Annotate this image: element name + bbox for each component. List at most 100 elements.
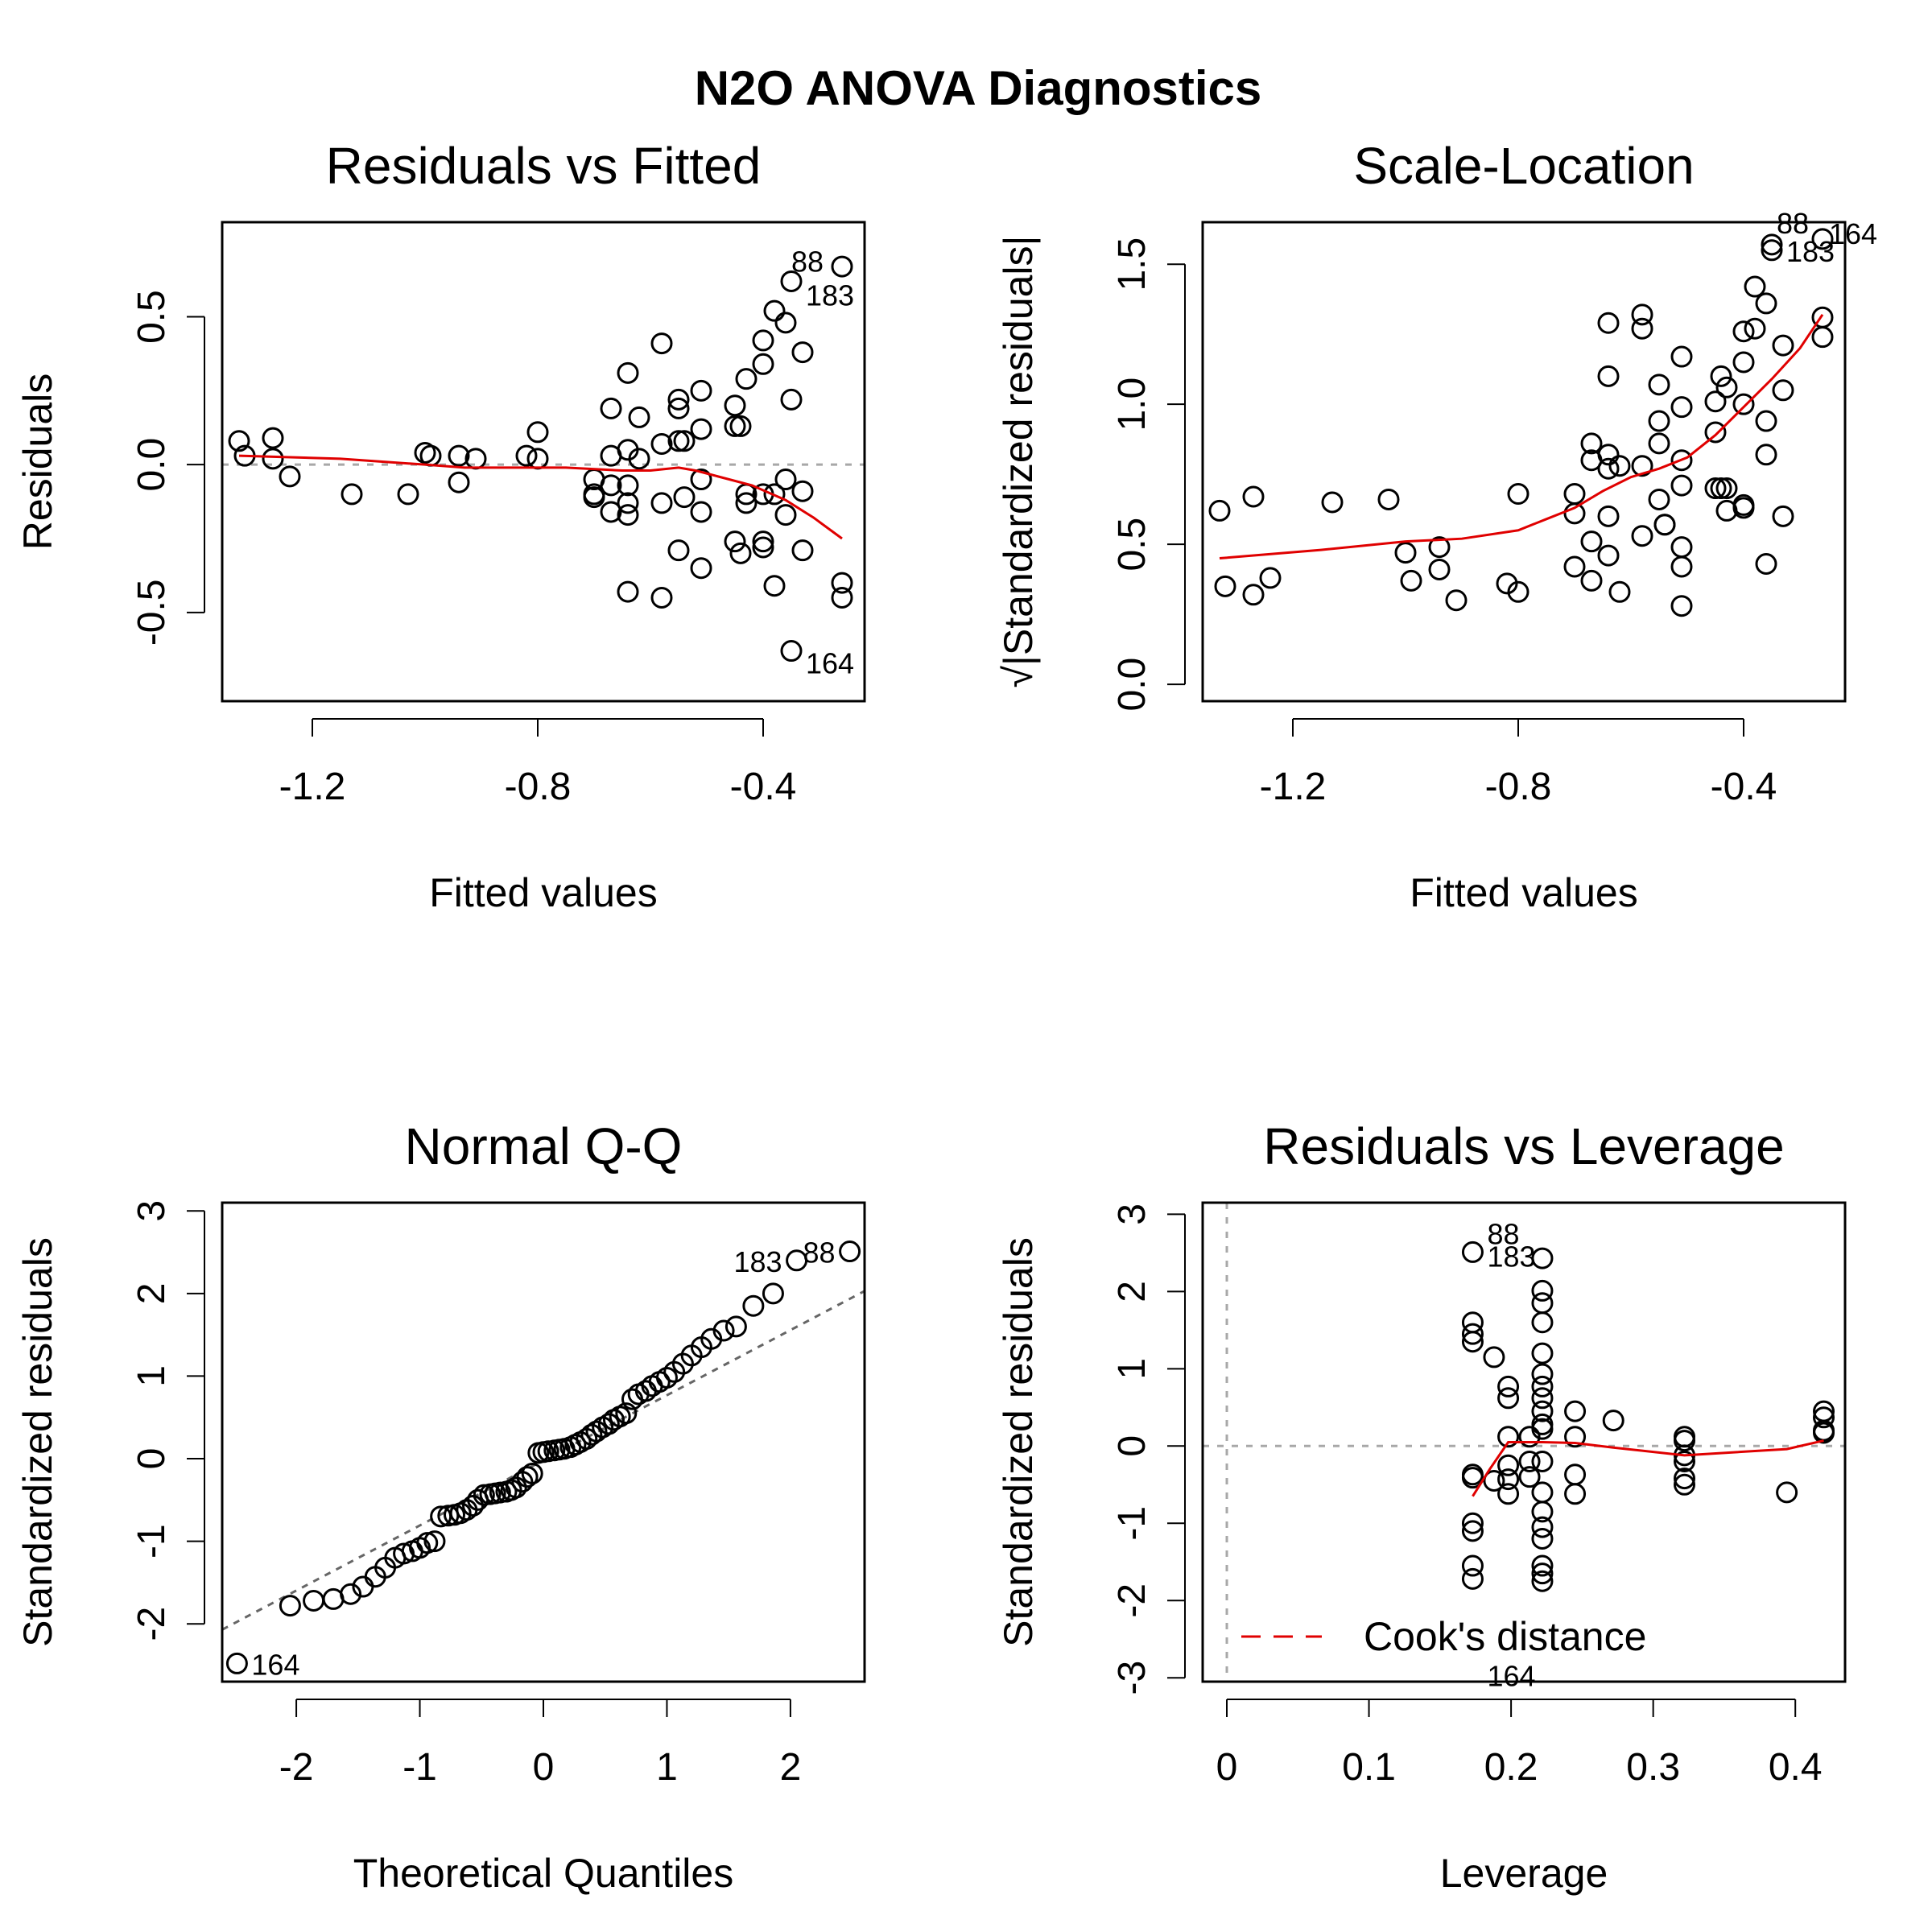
data-point (279, 465, 301, 488)
data-point (1648, 410, 1670, 432)
data-point (1755, 553, 1777, 576)
data-point (1394, 542, 1417, 564)
panel-3: Normal Q-Q Theoretical Quantiles Standardi… (15, 1117, 866, 1896)
data-point (1670, 345, 1693, 368)
data-point (831, 586, 853, 609)
data-point (515, 444, 538, 467)
panel-title: Residuals vs Fitted (326, 137, 762, 195)
data-point (752, 530, 774, 553)
data-point (1564, 1400, 1587, 1422)
data-point (600, 474, 622, 497)
data-point (580, 1423, 603, 1446)
y-tick-label: 3 (130, 1200, 173, 1222)
data-point (1531, 1279, 1554, 1302)
data-point (1507, 483, 1530, 506)
y-tick-label: 0.5 (130, 290, 173, 344)
data-point (650, 586, 673, 609)
y-tick-label: 0 (130, 1448, 173, 1470)
data-point (763, 483, 786, 506)
y-axis-label: Residuals (15, 374, 60, 551)
data-point (690, 469, 712, 491)
data-point (1531, 1563, 1554, 1585)
data-point (262, 427, 284, 449)
x-tick-label: 0 (1216, 1746, 1238, 1789)
data-point (1461, 1567, 1484, 1590)
point-label: 183 (1786, 235, 1835, 268)
data-point (1715, 376, 1738, 398)
y-tick-label: 3 (1111, 1203, 1154, 1225)
data-point (667, 388, 690, 411)
data-point (791, 341, 814, 364)
data-point (617, 492, 639, 514)
data-point (583, 486, 605, 509)
data-point (729, 415, 752, 437)
data-point (1208, 499, 1231, 522)
data-point (1608, 455, 1631, 477)
data-point (735, 368, 758, 390)
data-point (1811, 326, 1834, 349)
data-point (303, 1589, 325, 1612)
data-point (1608, 580, 1631, 603)
data-point (628, 406, 650, 428)
data-point (1580, 569, 1603, 592)
data-point (1518, 1426, 1541, 1448)
data-point (650, 492, 673, 514)
data-point (1755, 292, 1777, 315)
data-point (397, 483, 419, 506)
data-point (1631, 525, 1653, 547)
x-tick-label: -2 (279, 1746, 314, 1789)
data-point (1531, 1501, 1554, 1523)
data-point (690, 418, 712, 440)
data-point (1242, 584, 1265, 606)
data-point (690, 557, 712, 580)
lowess-smooth-line (1219, 313, 1824, 560)
y-tick-label: 1 (130, 1365, 173, 1387)
data-point (1670, 595, 1693, 617)
data-point (1531, 1342, 1554, 1364)
data-point (585, 1420, 608, 1443)
point-label: 164 (1829, 217, 1877, 250)
data-point (1732, 351, 1755, 374)
y-tick-label: -2 (1111, 1583, 1154, 1618)
data-point (1732, 320, 1755, 343)
plot-area (1208, 228, 1834, 617)
data-point (1563, 483, 1586, 506)
data-point (1531, 1516, 1554, 1538)
panel-4: Residuals vs Leverage Leverage Standardize… (996, 1117, 1847, 1896)
y-axis-label: Standardized residuals (996, 1237, 1041, 1647)
data-point (673, 430, 696, 452)
point-label: 88 (1487, 1217, 1519, 1250)
data-point (752, 353, 774, 375)
data-point (1670, 555, 1693, 578)
lowess-smooth-line (238, 454, 843, 540)
x-tick-label: 1 (656, 1746, 678, 1789)
data-point (742, 1294, 765, 1317)
data-point (650, 432, 673, 455)
data-point (1597, 444, 1620, 466)
y-tick-label: 0.0 (1111, 658, 1154, 712)
data-point (279, 1595, 301, 1617)
data-point (780, 640, 803, 663)
y-tick-label: -0.5 (130, 579, 173, 646)
data-point (667, 539, 690, 562)
data-point (786, 1249, 808, 1272)
x-axis-label: Fitted values (429, 870, 657, 915)
y-tick-label: 0.0 (130, 438, 173, 492)
data-point (752, 329, 774, 352)
data-point (1483, 1346, 1505, 1368)
data-point (617, 361, 639, 384)
x-tick-label: 0.4 (1769, 1746, 1823, 1789)
data-point (1507, 580, 1530, 603)
data-point (1564, 1463, 1587, 1486)
data-point (1461, 1331, 1484, 1353)
point-label: 88 (803, 1236, 836, 1269)
data-point (780, 270, 803, 292)
data-point (1531, 1554, 1554, 1577)
data-point (521, 1462, 543, 1484)
data-point (1531, 1247, 1554, 1269)
data-point (1531, 1311, 1554, 1334)
data-point (526, 448, 549, 470)
cooks-distance-legend: Cook's distance (1241, 1614, 1646, 1659)
y-tick-label: -1 (130, 1524, 173, 1558)
